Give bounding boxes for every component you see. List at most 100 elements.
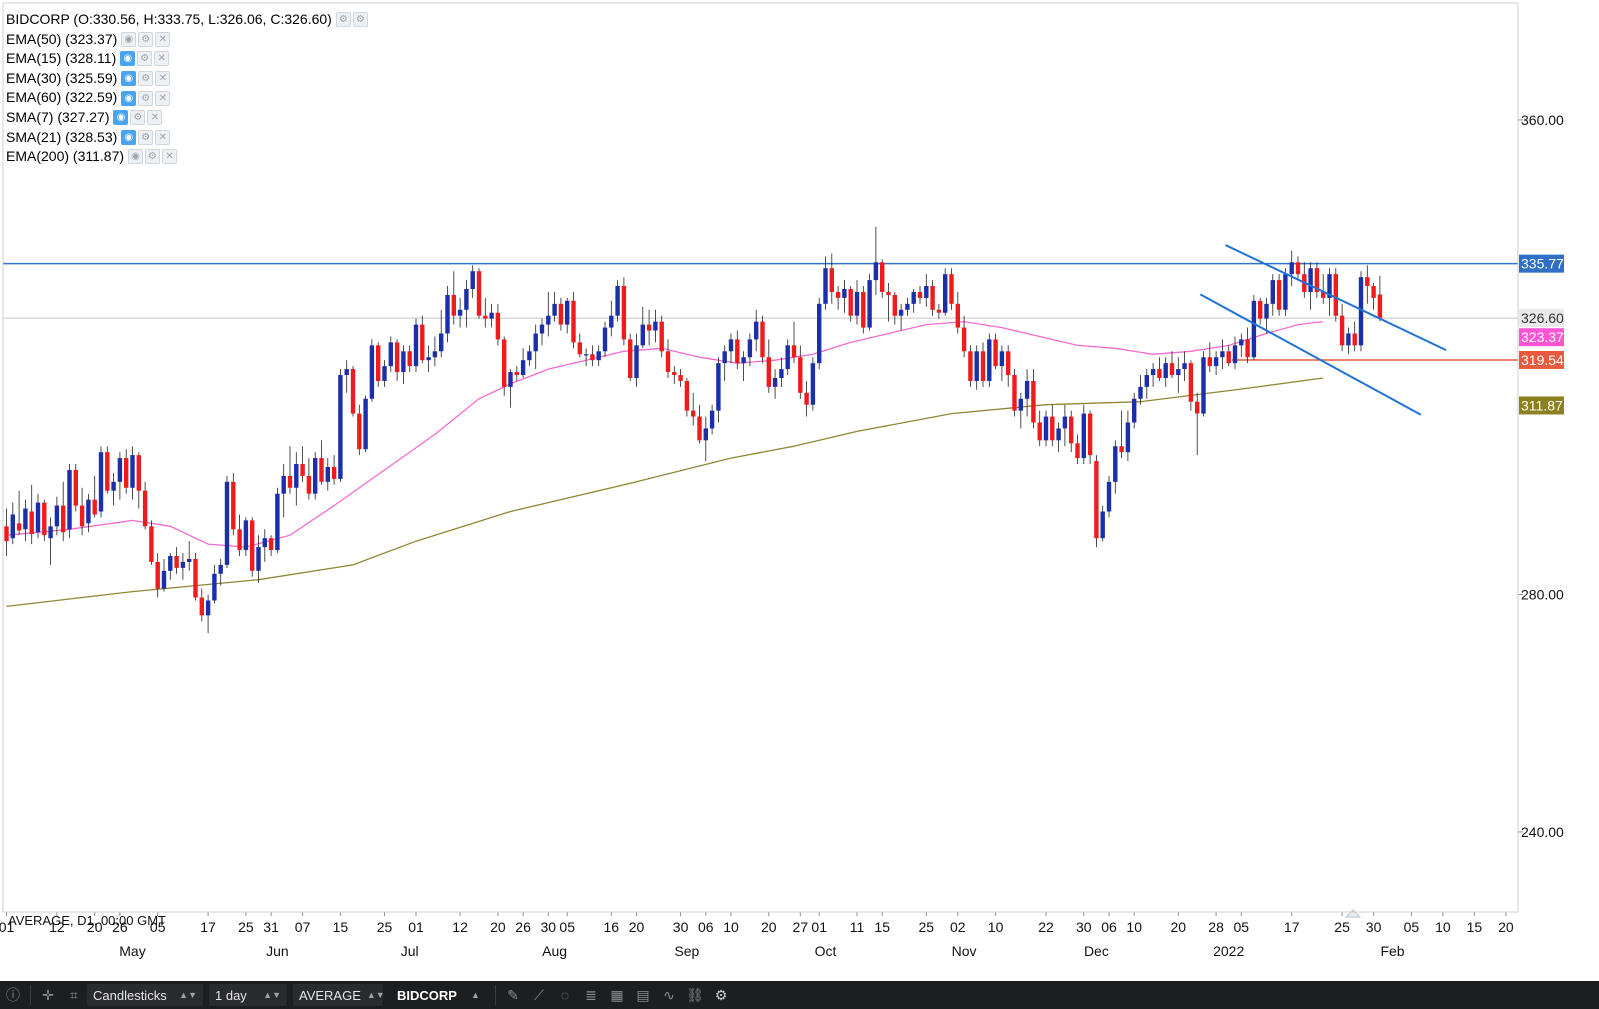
candle-up[interactable]: [722, 351, 727, 364]
candle-down[interactable]: [672, 372, 677, 376]
candle-down[interactable]: [42, 502, 47, 536]
legend-item[interactable]: EMA(200) (311.87) ◉ ⚙ ✕: [6, 147, 368, 167]
candle-down[interactable]: [124, 458, 129, 488]
eye-icon[interactable]: ◉: [121, 90, 137, 106]
candle-down[interactable]: [1157, 369, 1162, 378]
candle-up[interactable]: [180, 561, 186, 568]
candle-up[interactable]: [1056, 428, 1061, 441]
candle-up[interactable]: [161, 570, 167, 589]
chart-type-select[interactable]: Candlesticks ▲▼: [87, 984, 203, 1006]
candle-down[interactable]: [268, 538, 274, 551]
candle-up[interactable]: [999, 351, 1005, 367]
candle-down[interactable]: [949, 274, 954, 304]
candle-up[interactable]: [325, 466, 330, 482]
candle-up[interactable]: [1308, 268, 1313, 292]
candle-down[interactable]: [1075, 443, 1080, 459]
candle-down[interactable]: [420, 324, 425, 361]
candle-down[interactable]: [1087, 413, 1093, 456]
candle-up[interactable]: [67, 469, 72, 530]
candle-up[interactable]: [867, 280, 872, 328]
candle-up[interactable]: [873, 262, 879, 281]
settings-icon[interactable]: ⚙: [138, 90, 154, 106]
candle-down[interactable]: [558, 303, 564, 325]
interval-select[interactable]: 1 day ▲▼: [209, 984, 287, 1006]
candle-down[interactable]: [804, 392, 809, 405]
settings-icon[interactable]: ⚙: [145, 149, 161, 165]
candle-up[interactable]: [842, 288, 847, 298]
candle-up[interactable]: [615, 286, 620, 316]
indicators-icon[interactable]: ≣: [585, 986, 597, 1003]
candle-up[interactable]: [35, 502, 41, 533]
legend-item[interactable]: SMA(21) (328.53) ◉ ⚙ ✕: [6, 128, 368, 148]
candle-down[interactable]: [892, 294, 897, 316]
candle-up[interactable]: [1251, 300, 1257, 358]
candle-up[interactable]: [275, 493, 280, 551]
candle-up[interactable]: [640, 324, 645, 346]
candle-up[interactable]: [1113, 446, 1118, 482]
close-icon[interactable]: ✕: [155, 31, 171, 47]
candle-up[interactable]: [54, 505, 60, 527]
eye-icon[interactable]: ◉: [113, 110, 129, 126]
candle-down[interactable]: [835, 291, 841, 298]
candle-up[interactable]: [653, 321, 658, 331]
pencil-icon[interactable]: ✎: [507, 986, 519, 1003]
candle-down[interactable]: [502, 339, 507, 387]
close-icon[interactable]: ✕: [154, 51, 170, 67]
candle-up[interactable]: [130, 455, 135, 488]
candle-up[interactable]: [898, 309, 904, 316]
candle-up[interactable]: [363, 398, 368, 450]
candle-up[interactable]: [754, 321, 759, 340]
templates-icon[interactable]: ▤: [636, 986, 650, 1003]
candle-down[interactable]: [476, 271, 482, 316]
candle-down[interactable]: [621, 286, 627, 340]
candle-up[interactable]: [1283, 274, 1288, 310]
candle-up[interactable]: [823, 268, 828, 304]
candle-up[interactable]: [1289, 262, 1294, 275]
candle-down[interactable]: [376, 345, 381, 381]
candle-up[interactable]: [1163, 363, 1168, 378]
candle-up[interactable]: [1327, 274, 1332, 298]
candle-up[interactable]: [218, 564, 223, 574]
candle-up[interactable]: [911, 291, 916, 304]
candle-up[interactable]: [464, 288, 469, 310]
candle-up[interactable]: [432, 351, 438, 358]
candle-up[interactable]: [583, 354, 589, 356]
candle-down[interactable]: [577, 342, 582, 355]
candle-down[interactable]: [1314, 268, 1320, 292]
candle-up[interactable]: [1182, 363, 1187, 370]
settings-icon[interactable]: ⚙: [138, 129, 154, 145]
candle-up[interactable]: [1138, 386, 1143, 399]
candle-up[interactable]: [508, 372, 513, 387]
candle-up[interactable]: [709, 410, 715, 429]
gear-icon[interactable]: ⚙: [714, 986, 728, 1003]
candle-down[interactable]: [930, 286, 935, 310]
hide-drawings-icon[interactable]: ◌: [560, 987, 570, 1003]
candle-up[interactable]: [1232, 345, 1238, 364]
candle-down[interactable]: [955, 303, 960, 328]
candle-up[interactable]: [256, 547, 261, 571]
candle-up[interactable]: [1220, 351, 1225, 358]
candle-up[interactable]: [728, 339, 734, 352]
candle-down[interactable]: [174, 555, 179, 568]
candle-up[interactable]: [369, 345, 375, 399]
candle-up[interactable]: [1100, 511, 1105, 539]
candle-up[interactable]: [533, 333, 538, 352]
candle-up[interactable]: [602, 327, 608, 352]
candle-down[interactable]: [1012, 375, 1017, 411]
candle-down[interactable]: [1371, 286, 1376, 298]
candle-down[interactable]: [993, 339, 998, 367]
candle-up[interactable]: [344, 369, 349, 376]
close-icon[interactable]: ✕: [155, 71, 171, 87]
candle-down[interactable]: [105, 452, 110, 491]
close-icon[interactable]: ✕: [155, 129, 171, 145]
candle-up[interactable]: [401, 351, 406, 373]
candle-up[interactable]: [854, 291, 860, 316]
candle-down[interactable]: [1050, 416, 1055, 441]
candle-up[interactable]: [426, 357, 431, 361]
candle-up[interactable]: [703, 428, 708, 441]
line-chart-icon[interactable]: ∿: [663, 986, 675, 1003]
candle-up[interactable]: [445, 294, 450, 334]
candle-down[interactable]: [287, 475, 293, 488]
candle-up[interactable]: [1018, 398, 1023, 411]
candle-up[interactable]: [338, 375, 343, 479]
